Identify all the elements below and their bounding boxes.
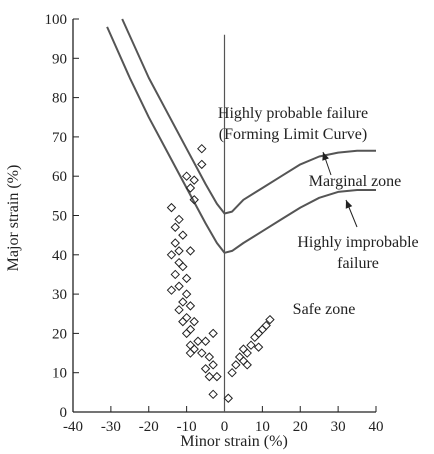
x-tick-label: 10	[255, 419, 270, 435]
strain-point	[178, 316, 188, 327]
strain-point	[208, 328, 218, 339]
strain-point	[261, 320, 271, 331]
strain-point	[231, 360, 241, 370]
strain-point	[238, 356, 249, 366]
strain-point	[174, 281, 184, 291]
strain-point	[166, 285, 177, 295]
forming-limit-curve	[121, 18, 376, 215]
strain-point	[189, 195, 199, 205]
strain-point	[257, 324, 268, 335]
y-tick-label: 40	[52, 248, 67, 264]
y-tick-label: 50	[52, 209, 67, 225]
strain-point	[181, 312, 192, 323]
y-tick-label: 90	[52, 51, 67, 67]
strain-point	[166, 250, 177, 260]
strain-point	[197, 143, 207, 154]
x-axis-title: Minor strain (%)	[180, 433, 288, 450]
y-tick-label: 30	[52, 287, 67, 303]
strain-point	[189, 344, 199, 354]
strain-points	[166, 143, 275, 403]
x-tick-label: 30	[331, 419, 346, 435]
strain-point	[265, 314, 275, 325]
strain-point	[242, 348, 252, 358]
strain-point	[174, 214, 184, 225]
strain-point	[223, 393, 233, 403]
x-tick-label: 40	[369, 419, 384, 435]
label-highly-improbable-failure: Highly improbable failure	[297, 234, 418, 272]
strain-point	[193, 336, 203, 346]
strain-point	[178, 230, 188, 240]
lower-limit-curve	[106, 26, 376, 254]
x-tick-label: -40	[63, 419, 83, 435]
strain-point	[170, 269, 180, 280]
strain-point	[208, 360, 218, 370]
strain-point	[178, 297, 188, 307]
x-tick-label: -20	[139, 419, 159, 435]
x-tick-label: 20	[293, 419, 308, 435]
strain-point	[181, 328, 192, 339]
strain-point	[208, 389, 218, 400]
strain-point	[200, 336, 211, 346]
strain-point	[212, 371, 222, 382]
label-safe-zone: Safe zone	[293, 301, 356, 318]
annotations: Highly probable failure (Forming Limit Cu…	[218, 105, 419, 318]
y-tick-label: 0	[60, 405, 68, 421]
label-highly-probable-failure: Highly probable failure (Forming Limit Cu…	[218, 105, 368, 143]
strain-point	[189, 316, 199, 327]
y-tick-label: 20	[52, 326, 67, 342]
x-tick-label: -10	[177, 419, 197, 435]
strain-point	[170, 222, 180, 232]
strain-point	[204, 371, 215, 382]
arrow-marginal-zone-head	[322, 152, 329, 161]
strain-point	[185, 301, 196, 311]
strain-point	[185, 340, 196, 350]
strain-point	[227, 367, 237, 378]
limit-curves	[106, 18, 376, 254]
label-marginal-zone: Marginal zone	[309, 173, 402, 190]
strain-point	[181, 273, 192, 284]
strain-point	[174, 257, 184, 268]
strain-point	[185, 246, 196, 256]
strain-point	[253, 328, 264, 339]
strain-point	[181, 289, 192, 299]
strain-point	[181, 171, 192, 181]
strain-point	[253, 342, 264, 352]
y-axis-title: Major strain (%)	[5, 165, 22, 272]
x-tick-label: -30	[101, 419, 121, 435]
strain-point	[250, 332, 260, 343]
strain-point	[174, 305, 184, 315]
y-tick-label: 100	[45, 12, 68, 28]
strain-point	[189, 175, 199, 185]
y-tick-label: 80	[52, 91, 67, 107]
y-tick-label: 60	[52, 169, 67, 185]
strain-point	[185, 183, 196, 193]
strain-point	[166, 202, 177, 213]
x-tick-label: 0	[221, 419, 229, 435]
strain-point	[170, 238, 180, 248]
strain-point	[200, 364, 211, 374]
strain-point	[174, 246, 184, 256]
y-tick-label: 10	[52, 366, 67, 382]
strain-point	[178, 261, 188, 272]
strain-point	[197, 159, 207, 170]
strain-point	[242, 360, 252, 370]
strain-point	[246, 340, 256, 350]
strain-point	[185, 324, 196, 335]
strain-point	[204, 352, 215, 362]
strain-point	[197, 348, 207, 358]
arrow-highly-improbable-failure-head	[345, 200, 353, 209]
strain-point	[234, 352, 245, 362]
y-tick-label: 70	[52, 130, 67, 146]
strain-point	[185, 348, 196, 358]
strain-point	[238, 344, 249, 354]
axes: -40 -30 -20 -10 0 10 20 30 40 0 10 20 30 40 50 60 70 80 90…	[45, 12, 384, 435]
